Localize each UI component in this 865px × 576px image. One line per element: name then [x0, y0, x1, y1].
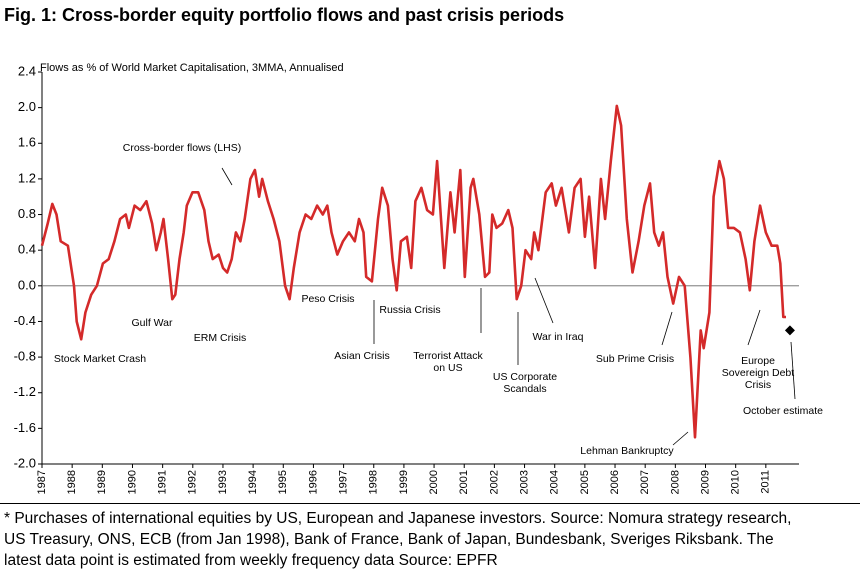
y-tick-label: 1.6 [18, 135, 36, 150]
estimate-marker [784, 325, 795, 336]
annotation: Gulf War [131, 317, 173, 329]
x-tick-label: 1995 [277, 470, 289, 494]
chart-title: Fig. 1: Cross-border equity portfolio fl… [4, 5, 564, 25]
x-tick-label: 2004 [549, 470, 561, 494]
annotation: Peso Crisis [301, 293, 354, 305]
annotation-leader [221, 167, 233, 186]
y-tick-label: -0.4 [14, 313, 36, 328]
annotation: Crisis [745, 379, 771, 391]
x-tick-label: 2001 [458, 470, 470, 494]
x-tick-label: 2003 [518, 470, 530, 494]
annotation: War in Iraq [533, 331, 584, 343]
x-tick-label: 1991 [157, 470, 169, 494]
x-tick-label: 1993 [217, 470, 229, 494]
y-axis-label: Flows as % of World Market Capitalisatio… [40, 62, 344, 74]
annotation-leader [747, 309, 761, 346]
annotation: Sovereign Debt [722, 367, 794, 379]
x-tick-label: 1999 [398, 470, 410, 494]
x-tick-label: 1988 [66, 470, 78, 494]
y-tick-label: 0.0 [18, 277, 36, 292]
y-tick-label: -0.8 [14, 349, 36, 364]
y-tick-label: 2.0 [18, 99, 36, 114]
x-tick-label: 1992 [187, 470, 199, 494]
x-tick-label: 2000 [428, 470, 440, 494]
x-tick-label: 2009 [699, 470, 711, 494]
annotation-leader [661, 311, 673, 346]
annotation: October estimate [743, 405, 823, 417]
annotation: Russia Crisis [379, 304, 440, 316]
annotation: Scandals [503, 383, 546, 395]
x-tick-label: 1987 [36, 470, 48, 494]
annotation: Lehman Bankruptcy [580, 445, 674, 457]
x-tick-label: 2010 [730, 470, 742, 494]
footnote: * Purchases of international equities by… [4, 510, 792, 569]
y-tick-label: -2.0 [14, 455, 36, 470]
x-tick-label: 1990 [126, 470, 138, 494]
x-tick-label: 1994 [247, 470, 259, 494]
annotation: Cross-border flows (LHS) [123, 142, 241, 154]
x-tick-label: 1998 [368, 470, 380, 494]
x-tick-label: 2011 [760, 470, 772, 494]
x-tick-label: 2007 [639, 470, 651, 494]
data-line [40, 104, 786, 439]
x-tick-label: 1997 [337, 470, 349, 494]
y-tick-label: 2.4 [18, 63, 36, 78]
x-tick-label: 2002 [488, 470, 500, 494]
separator [0, 503, 860, 504]
annotation: Europe [741, 355, 775, 367]
x-tick-label: 2006 [609, 470, 621, 494]
annotation: Asian Crisis [334, 350, 389, 362]
annotation: US Corporate [493, 371, 557, 383]
annotation-leader [790, 341, 796, 400]
annotation: Terrorist Attack [413, 350, 483, 362]
annotation: Stock Market Crash [54, 353, 146, 365]
annotation-leader [534, 277, 554, 324]
annotation: ERM Crisis [194, 332, 247, 344]
y-tick-label: 1.2 [18, 170, 36, 185]
x-tick-label: 2005 [579, 470, 591, 494]
x-tick-label: 2008 [669, 470, 681, 494]
y-tick-label: -1.2 [14, 384, 36, 399]
x-tick-label: 1989 [96, 470, 108, 494]
y-tick-label: 0.8 [18, 206, 36, 221]
annotation: Sub Prime Crisis [596, 353, 674, 365]
x-tick-label: 1996 [307, 470, 319, 494]
y-tick-label: 0.4 [18, 242, 36, 257]
y-tick-label: -1.6 [14, 420, 36, 435]
chart: Fig. 1: Cross-border equity portfolio fl… [4, 5, 823, 495]
annotation: on US [433, 362, 462, 374]
annotation-leader [672, 431, 689, 446]
